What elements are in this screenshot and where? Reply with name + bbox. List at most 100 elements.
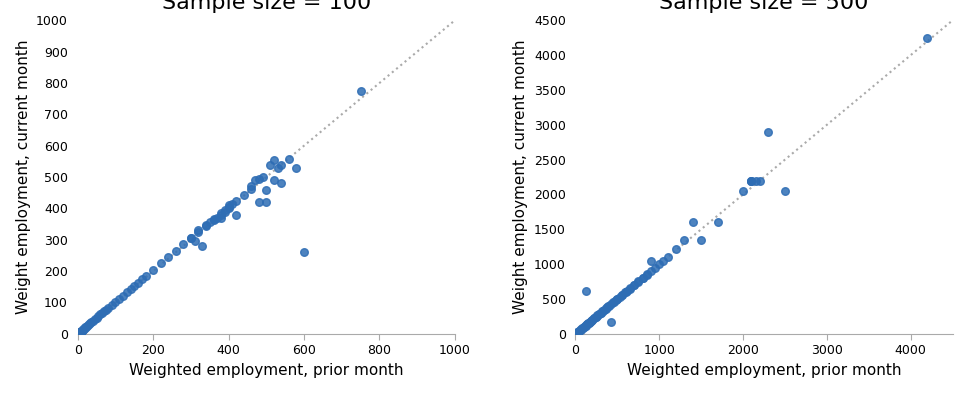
Point — [631, 278, 646, 284]
Point — [626, 282, 642, 289]
Point — [581, 319, 597, 326]
Point — [647, 264, 663, 271]
Point — [191, 229, 206, 235]
Point — [228, 211, 244, 218]
Point — [593, 309, 608, 316]
Point — [221, 205, 236, 212]
Title: Sample size = 500: Sample size = 500 — [659, 0, 869, 13]
Point — [176, 241, 191, 248]
Point — [588, 314, 604, 320]
Point — [183, 235, 198, 241]
Point — [213, 210, 228, 216]
Point — [198, 221, 214, 228]
Point — [614, 291, 630, 298]
Point — [744, 177, 759, 184]
Point — [584, 317, 600, 323]
Point — [228, 198, 244, 205]
Point — [81, 322, 96, 328]
Point — [221, 204, 236, 210]
Point — [122, 286, 138, 292]
Point — [72, 330, 87, 336]
Point — [600, 304, 615, 311]
X-axis label: Weighted employment, prior month: Weighted employment, prior month — [627, 363, 901, 378]
Point — [191, 227, 206, 234]
Point — [198, 222, 214, 229]
Point — [202, 219, 218, 226]
Point — [217, 207, 232, 213]
Point — [606, 299, 621, 306]
Point — [72, 329, 87, 336]
Point — [581, 319, 597, 326]
Point — [747, 177, 763, 184]
Point — [744, 177, 759, 184]
Point — [760, 129, 776, 135]
Point — [353, 88, 368, 94]
Point — [221, 202, 236, 208]
Point — [73, 328, 88, 335]
Point — [134, 276, 150, 282]
Point — [569, 330, 584, 336]
Point — [577, 287, 593, 294]
Point — [273, 162, 289, 169]
Point — [572, 327, 587, 334]
Point — [266, 177, 282, 183]
Point — [570, 329, 585, 336]
Point — [104, 302, 120, 308]
Point — [669, 245, 684, 252]
Point — [711, 219, 726, 225]
Point — [79, 323, 94, 330]
Point — [635, 275, 650, 281]
Point — [83, 320, 98, 326]
Point — [119, 289, 134, 295]
Point — [612, 294, 628, 300]
Point — [289, 164, 304, 171]
Point — [570, 329, 585, 335]
Point — [593, 310, 608, 316]
Point — [577, 322, 593, 329]
Point — [596, 306, 611, 313]
Point — [639, 271, 654, 278]
Point — [225, 200, 240, 207]
Point — [579, 321, 595, 327]
Point — [112, 295, 127, 302]
Point — [108, 298, 123, 305]
Point — [613, 292, 629, 298]
Point — [213, 214, 228, 221]
Point — [596, 307, 611, 314]
Point — [94, 310, 110, 316]
Point — [153, 260, 168, 267]
Point — [591, 311, 607, 317]
Point — [73, 328, 88, 335]
Point — [75, 327, 90, 333]
Point — [569, 330, 584, 337]
Point — [752, 177, 768, 184]
Point — [259, 199, 274, 206]
Point — [651, 261, 667, 267]
Point — [259, 186, 274, 193]
Point — [586, 315, 602, 322]
Point — [255, 174, 270, 180]
Point — [126, 282, 142, 289]
Point — [677, 236, 692, 243]
Point — [643, 257, 659, 264]
Point — [100, 305, 116, 311]
Point — [194, 243, 210, 249]
Point — [622, 285, 638, 291]
Point — [270, 164, 286, 171]
Point — [574, 325, 590, 332]
Point — [639, 271, 654, 278]
Point — [583, 318, 599, 324]
Point — [187, 238, 202, 245]
Point — [583, 318, 599, 325]
Point — [82, 321, 97, 327]
Point — [296, 249, 312, 256]
Point — [217, 208, 232, 215]
Point — [635, 275, 650, 281]
Point — [609, 295, 625, 302]
Point — [116, 292, 131, 299]
Point — [210, 214, 226, 221]
Point — [77, 326, 92, 332]
Point — [578, 322, 594, 328]
Point — [582, 319, 598, 325]
Point — [572, 328, 587, 334]
